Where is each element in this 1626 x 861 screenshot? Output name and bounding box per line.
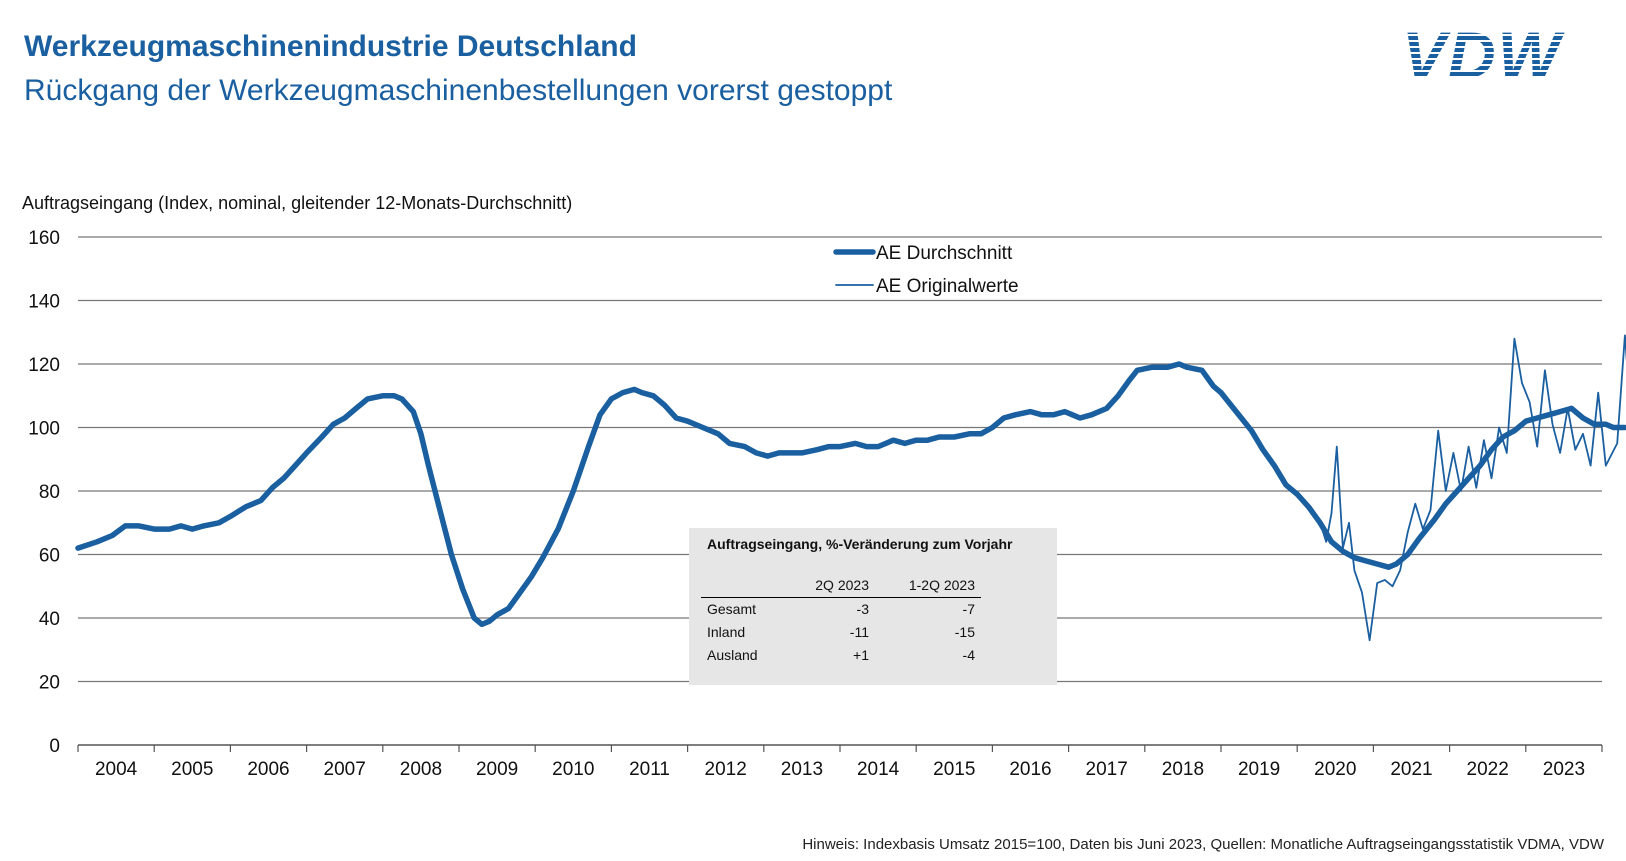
table-header: 2Q 2023	[785, 574, 875, 598]
x-tick-label: 2018	[1162, 759, 1204, 780]
table-cell: -7	[962, 601, 975, 617]
y-tick-label: 40	[39, 609, 60, 630]
x-tick-label: 2023	[1543, 759, 1585, 780]
x-tick-label: 2021	[1390, 759, 1432, 780]
y-tick-label: 20	[39, 673, 60, 694]
x-tick-label: 2007	[324, 759, 366, 780]
x-tick-label: 2009	[476, 759, 518, 780]
y-tick-label: 0	[49, 736, 60, 757]
x-tick-label: 2008	[400, 759, 442, 780]
x-tick-label: 2022	[1467, 759, 1509, 780]
x-tick-label: 2011	[629, 759, 670, 780]
table-header: 1-2Q 2023	[874, 574, 981, 598]
y-tick-label: 100	[28, 419, 60, 440]
x-tick-label: 2014	[857, 759, 900, 780]
y-tick-label: 160	[28, 228, 60, 249]
table-cell: -3	[856, 601, 869, 617]
x-tick-label: 2004	[95, 759, 138, 780]
x-axis: 2004 2005 2006 2007 2008 2009 2010 2011 2012 2013…	[77, 744, 1603, 780]
page-title: Werkzeugmaschinenindustrie Deutschland	[24, 30, 637, 63]
y-tick-label: 60	[39, 546, 60, 567]
x-tick-label: 2012	[705, 759, 747, 780]
x-tick-label: 2019	[1238, 759, 1280, 780]
y-tick-label: 120	[28, 355, 60, 376]
legend-label: AE Originalwerte	[876, 276, 1019, 297]
x-tick-label: 2015	[933, 759, 975, 780]
change-table: 2Q 2023 1-2Q 2023 Gesamt -3 -7 Inland -1…	[701, 574, 981, 667]
y-tick-labels: 0 20 40 60 80 100 120 140 160	[28, 228, 60, 757]
page-subtitle: Rückgang der Werkzeugmaschinenbestellung…	[24, 74, 893, 107]
svg-text:VDW: VDW	[1402, 24, 1565, 86]
y-tick-label: 80	[39, 482, 60, 503]
table-cell: -11	[849, 624, 869, 640]
y-axis-label: Auftragseingang (Index, nominal, gleiten…	[22, 193, 572, 213]
change-info-box: Auftragseingang, %-Veränderung zum Vorja…	[689, 528, 1057, 685]
x-tick-label: 2020	[1314, 759, 1356, 780]
series-lines	[75, 334, 1626, 642]
x-tick-label: 2005	[171, 759, 213, 780]
table-row: Inland -11 -15	[701, 621, 981, 644]
footnote: Hinweis: Indexbasis Umsatz 2015=100, Dat…	[802, 836, 1604, 853]
x-tick-label: 2017	[1086, 759, 1128, 780]
table-cell: Ausland	[707, 647, 758, 663]
x-tick-label: 2006	[247, 759, 289, 780]
legend: AE Durchschnitt AE Originalwerte	[833, 243, 1019, 297]
table-cell: -4	[962, 647, 975, 663]
y-tick-label: 140	[28, 292, 60, 313]
x-tick-label: 2016	[1009, 759, 1051, 780]
table-row: Ausland +1 -4	[701, 644, 981, 667]
vdw-logo: VDW	[1402, 24, 1565, 86]
table-cell: Inland	[707, 624, 746, 640]
table-row: Gesamt -3 -7	[701, 598, 981, 622]
info-box-title: Auftragseingang, %-Veränderung zum Vorja…	[707, 536, 1013, 552]
series-line-average	[75, 361, 1626, 628]
legend-label: AE Durchschnitt	[876, 243, 1013, 264]
x-tick-label: 2010	[552, 759, 594, 780]
table-cell: Gesamt	[707, 601, 757, 617]
table-cell: +1	[853, 647, 869, 663]
table-header	[701, 574, 786, 598]
table-cell: -15	[954, 624, 975, 640]
x-tick-label: 2013	[781, 759, 823, 780]
